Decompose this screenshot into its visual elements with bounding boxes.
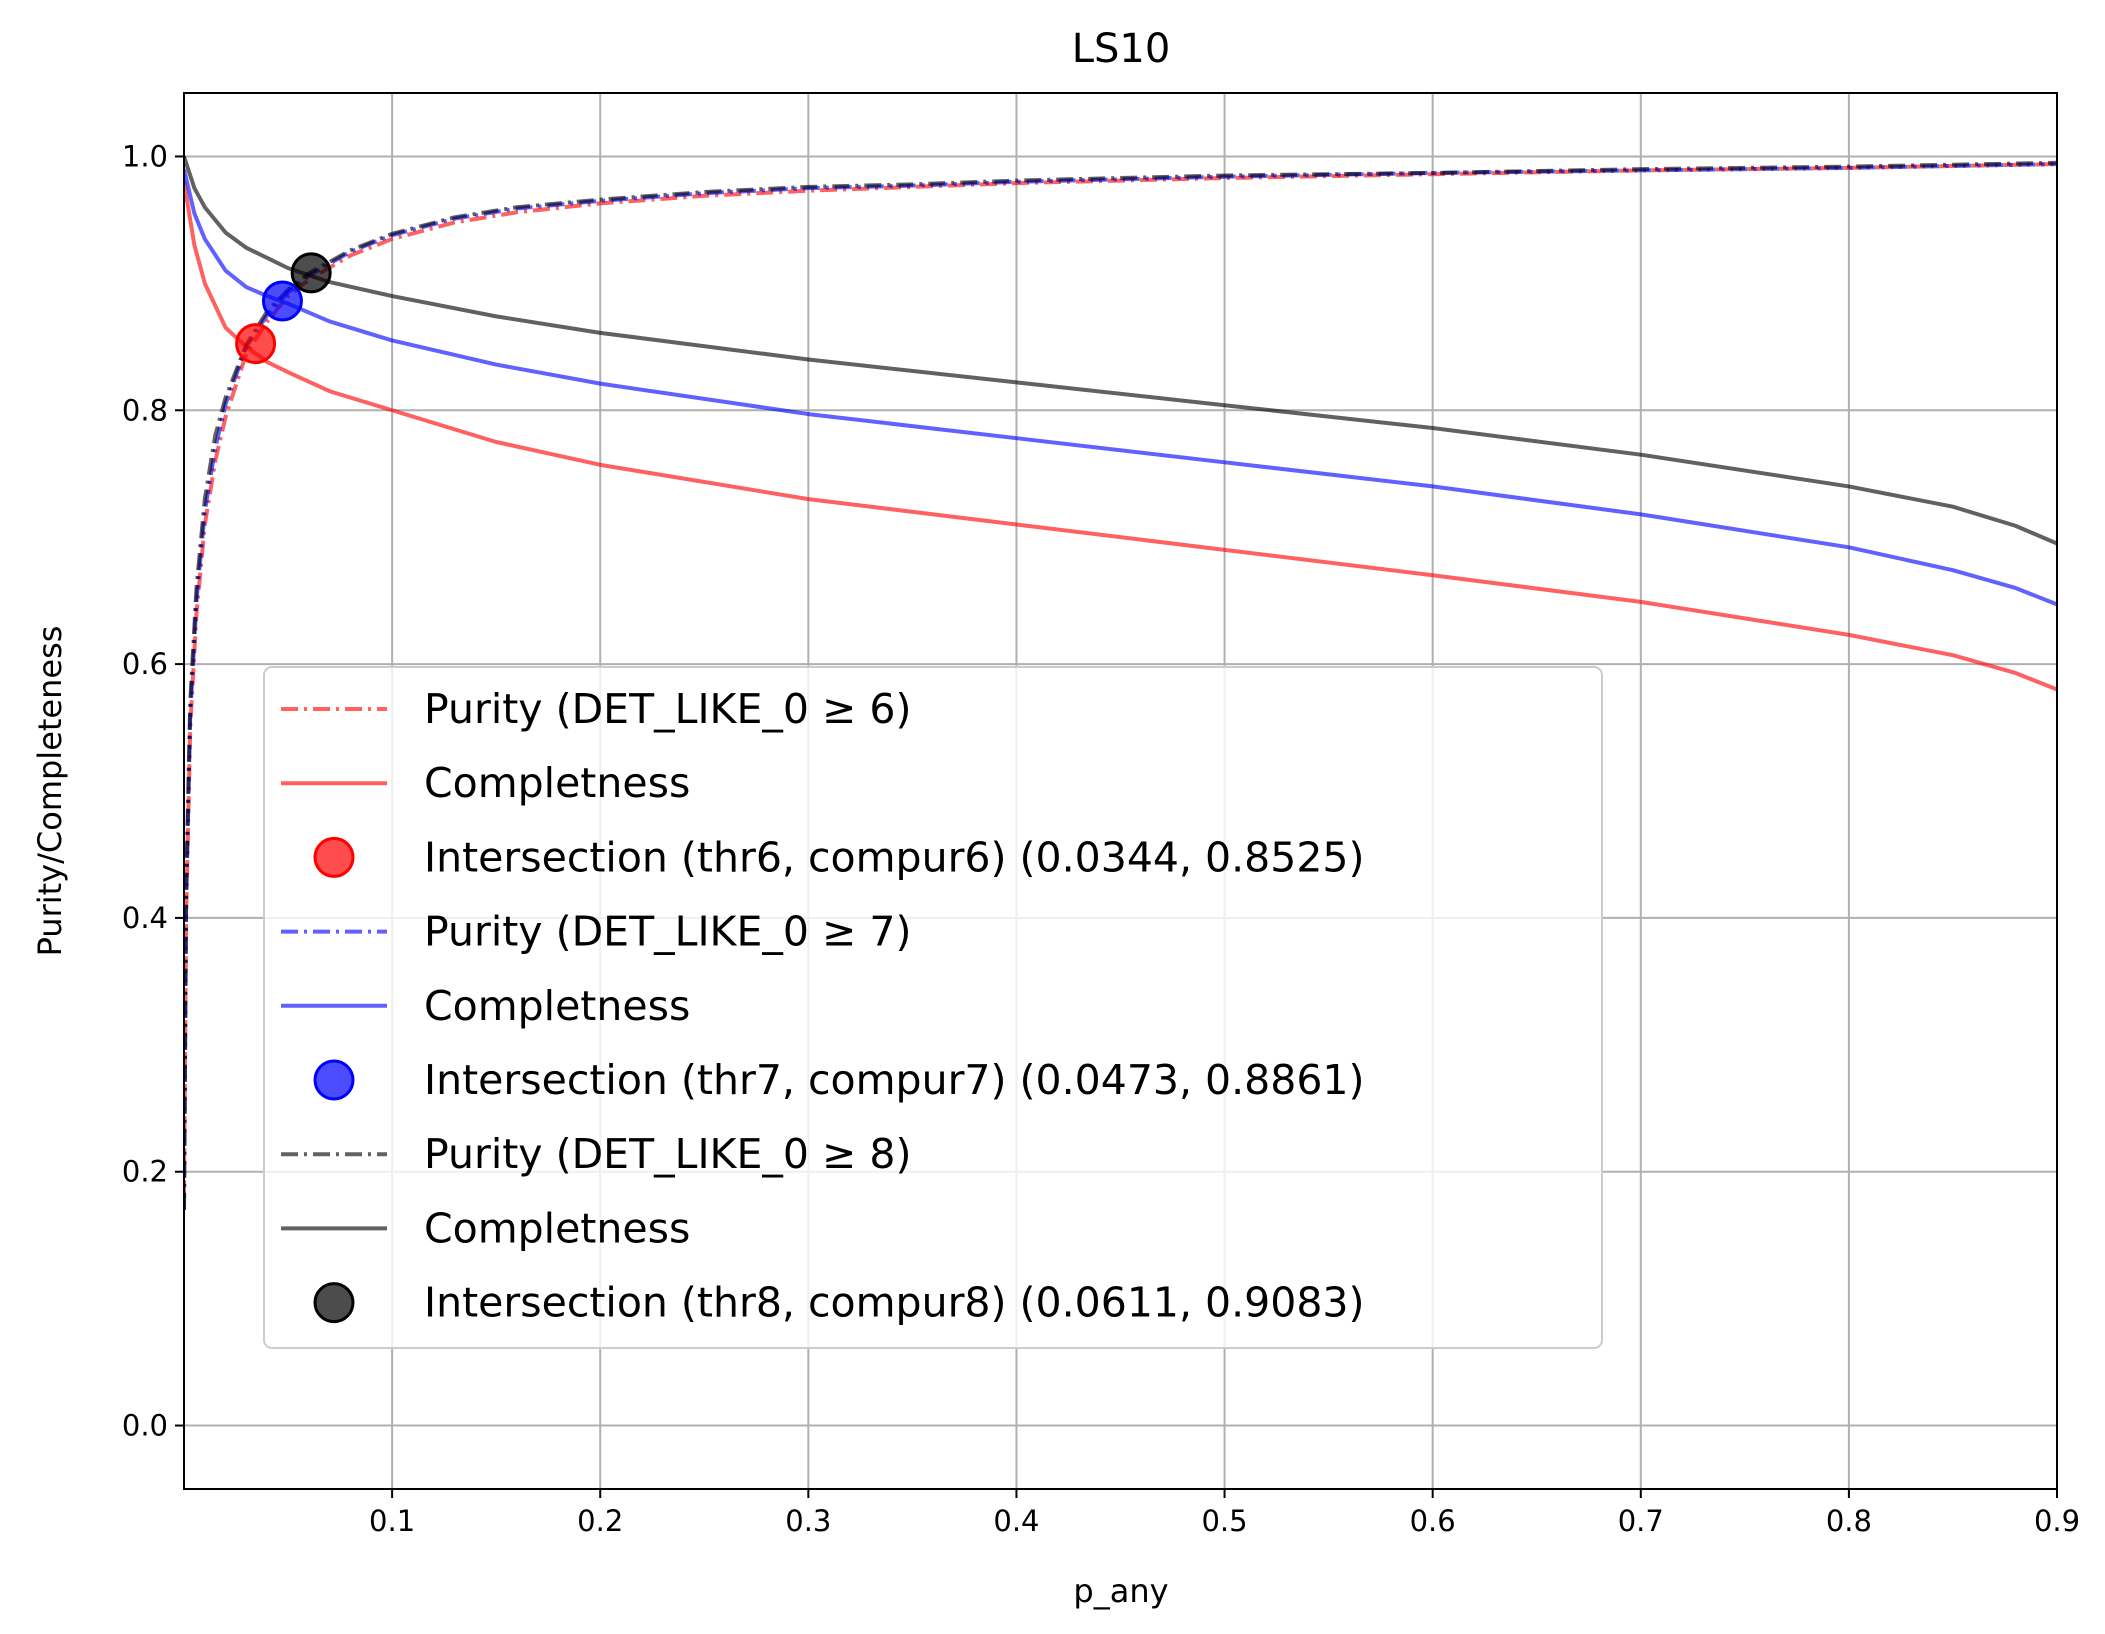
legend-label-intersection-7: Intersection (thr7, compur7) (0.0473, 0.… [424, 1056, 1365, 1104]
intersection-point-8 [290, 252, 332, 294]
legend: Purity (DET_LIKE_0 ≥ 6) Completness Inters… [263, 666, 1603, 1349]
intersection-point-6 [235, 323, 277, 365]
legend-label-completeness-7: Completness [424, 982, 690, 1030]
x-tick-label: 0.7 [1618, 1504, 1664, 1538]
x-axis-label: p_any [1073, 1572, 1168, 1610]
y-tick-label: 0.2 [122, 1155, 168, 1189]
completeness-line-7 [184, 168, 2057, 607]
legend-label-purity-8: Purity (DET_LIKE_0 ≥ 8) [424, 1130, 911, 1178]
marker-layer [235, 252, 332, 365]
x-tick-label: 0.3 [785, 1504, 831, 1538]
y-axis-label: Purity/Completeness [31, 626, 69, 957]
completeness-line-6 [184, 181, 2057, 692]
legend-frame [263, 666, 1603, 1349]
x-tick-label: 0.4 [993, 1504, 1039, 1538]
plot-frame [183, 92, 2058, 1490]
x-tick-label: 0.8 [1826, 1504, 1872, 1538]
legend-marker-intersection-6 [313, 836, 355, 878]
legend-label-intersection-6: Intersection (thr6, compur6) (0.0344, 0.… [424, 833, 1365, 881]
completeness-line-8 [184, 155, 2057, 546]
x-tick-label: 0.2 [577, 1504, 623, 1538]
intersection-point-7 [261, 280, 303, 322]
legend-label-purity-7: Purity (DET_LIKE_0 ≥ 7) [424, 908, 911, 956]
ticks: 0.1 0.2 0.3 0.4 0.5 0.6 0.7 0.8 0.9 0.0 0.2 0.4 0.6 0… [122, 139, 2080, 1538]
legend-label-purity-6: Purity (DET_LIKE_0 ≥ 6) [424, 685, 911, 733]
x-tick-label: 0.1 [369, 1504, 415, 1538]
x-tick-label: 0.9 [2034, 1504, 2080, 1538]
y-tick-label: 0.4 [122, 901, 168, 935]
legend-label-intersection-8: Intersection (thr8, compur8) (0.0611, 0.… [424, 1279, 1365, 1327]
y-tick-label: 0.0 [122, 1409, 168, 1443]
y-tick-label: 0.8 [122, 393, 168, 427]
series-layer [184, 155, 2057, 1210]
y-tick-label: 0.6 [122, 647, 168, 681]
y-tick-label: 1.0 [122, 139, 168, 173]
chart-title: LS10 [1072, 26, 1171, 72]
legend-label-completeness-6: Completness [424, 759, 690, 807]
legend-marker-intersection-8 [313, 1282, 355, 1324]
legend-marker-intersection-7 [313, 1059, 355, 1101]
purity-line-8 [184, 160, 2057, 1210]
legend-label-completeness-8: Completness [424, 1204, 690, 1252]
x-tick-label: 0.6 [1410, 1504, 1456, 1538]
x-tick-label: 0.5 [1201, 1504, 1247, 1538]
